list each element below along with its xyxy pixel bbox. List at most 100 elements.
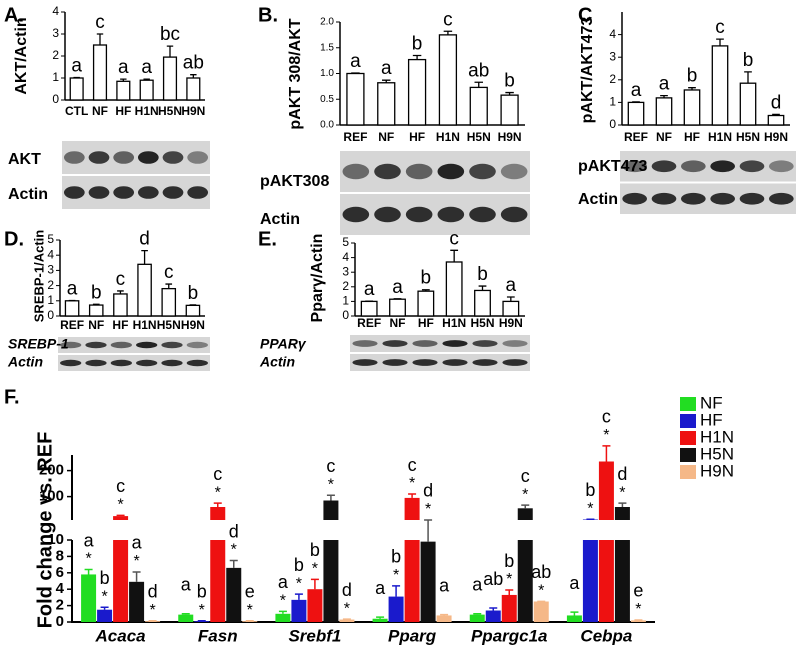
blot-label: pAKT308 bbox=[260, 173, 329, 190]
significance-star: * bbox=[312, 561, 318, 578]
x-tick-label: H5N bbox=[157, 318, 181, 332]
bar bbox=[139, 79, 154, 101]
x-tick-label: HF bbox=[115, 104, 131, 118]
x-tick-label: Ppargc1a bbox=[471, 626, 548, 645]
blot-band bbox=[382, 359, 408, 366]
blot-band bbox=[442, 340, 468, 347]
significance-letter: b bbox=[412, 33, 423, 54]
significance-star: * bbox=[603, 427, 609, 444]
significance-letter: c bbox=[213, 464, 222, 484]
x-tick-label: Acaca bbox=[95, 626, 146, 645]
y-tick-label: 4 bbox=[52, 4, 59, 18]
y-tick-label: 1 bbox=[47, 293, 54, 307]
blot-label: Actin bbox=[8, 186, 48, 203]
x-tick-label: H1N bbox=[135, 104, 159, 118]
y-tick-label: 0 bbox=[609, 117, 616, 131]
bar bbox=[323, 500, 339, 520]
significance-star: * bbox=[425, 501, 431, 518]
y-tick-label: 4 bbox=[342, 250, 349, 264]
x-tick-label: NF bbox=[656, 130, 672, 144]
legend-label: NF bbox=[700, 393, 723, 412]
y-tick-label: 6 bbox=[56, 564, 64, 581]
bar bbox=[372, 618, 388, 622]
significance-letter: b bbox=[477, 264, 488, 285]
blot-band bbox=[63, 186, 85, 199]
y-tick-label: 2 bbox=[56, 597, 64, 614]
y-tick-label: 0 bbox=[52, 92, 59, 106]
x-tick-label: H5N bbox=[158, 104, 182, 118]
error-bar bbox=[117, 290, 124, 294]
significance-letter: d bbox=[771, 92, 782, 113]
bar bbox=[598, 540, 614, 622]
panel-label: C bbox=[578, 4, 592, 26]
x-tick-label: H1N bbox=[436, 130, 460, 144]
blot-band bbox=[651, 192, 677, 205]
error-bar bbox=[376, 616, 385, 619]
significance-letter: b bbox=[310, 540, 320, 560]
bar bbox=[474, 289, 491, 317]
blot-band bbox=[739, 160, 765, 173]
significance-letter: a bbox=[67, 279, 78, 300]
bar bbox=[485, 610, 501, 622]
significance-star: * bbox=[296, 575, 302, 592]
blot-band bbox=[469, 163, 496, 180]
blot-band bbox=[374, 163, 401, 180]
error-bar bbox=[408, 493, 417, 498]
significance-letter: a bbox=[381, 58, 392, 79]
error-bar bbox=[120, 78, 127, 82]
significance-letter: b bbox=[687, 66, 698, 87]
error-bar bbox=[92, 303, 100, 306]
x-tick-label: NF bbox=[390, 316, 406, 330]
bar bbox=[501, 594, 517, 622]
error-bar bbox=[294, 593, 303, 600]
y-axis bbox=[71, 455, 655, 623]
y-tick-label: 0 bbox=[47, 308, 54, 322]
blot-band bbox=[442, 359, 468, 366]
blot-band bbox=[622, 160, 647, 173]
bar bbox=[242, 621, 258, 622]
significance-letter: b bbox=[743, 50, 754, 71]
significance-letter: a bbox=[506, 275, 517, 296]
blot-band bbox=[502, 359, 528, 366]
legend-marker bbox=[680, 465, 696, 479]
bar bbox=[566, 615, 582, 622]
bar bbox=[161, 287, 177, 317]
panel-label: F. bbox=[4, 386, 20, 408]
significance-letter: c bbox=[449, 228, 459, 249]
significance-star: * bbox=[506, 571, 512, 588]
bar bbox=[275, 613, 291, 622]
significance-letter: b bbox=[294, 555, 304, 575]
x-tick-label: NF bbox=[92, 104, 108, 118]
blot-band bbox=[769, 192, 794, 205]
y-tick-label: 4 bbox=[56, 580, 65, 597]
error-bar bbox=[618, 502, 627, 507]
error-bar bbox=[229, 559, 238, 568]
legend-label: H9N bbox=[700, 461, 734, 480]
blot-band bbox=[110, 341, 132, 349]
x-tick-label: H9N bbox=[499, 316, 523, 330]
error-bar bbox=[521, 504, 530, 509]
y-tick-label: 0 bbox=[342, 308, 349, 322]
x-tick-label: HF bbox=[418, 316, 434, 330]
significance-letter: e bbox=[245, 582, 255, 602]
significance-letter: a bbox=[364, 279, 375, 300]
y-tick-label: 200 bbox=[39, 462, 64, 479]
y-tick-label: 5 bbox=[47, 232, 54, 246]
bar bbox=[404, 497, 420, 520]
significance-star: * bbox=[635, 601, 641, 618]
blot-band bbox=[60, 341, 82, 349]
bar bbox=[598, 461, 614, 520]
y-tick-label: 4 bbox=[47, 247, 54, 261]
y-tick-label: 3 bbox=[52, 26, 59, 40]
bar bbox=[389, 298, 406, 317]
bar bbox=[186, 77, 201, 101]
significance-letter: c bbox=[715, 17, 725, 38]
bar bbox=[97, 609, 113, 622]
y-tick-label: 1 bbox=[52, 70, 59, 84]
x-tick-label: NF bbox=[378, 130, 394, 144]
significance-letter: b bbox=[188, 283, 199, 304]
significance-star: * bbox=[85, 551, 91, 568]
bar bbox=[445, 261, 463, 317]
significance-letter: d bbox=[423, 481, 433, 501]
